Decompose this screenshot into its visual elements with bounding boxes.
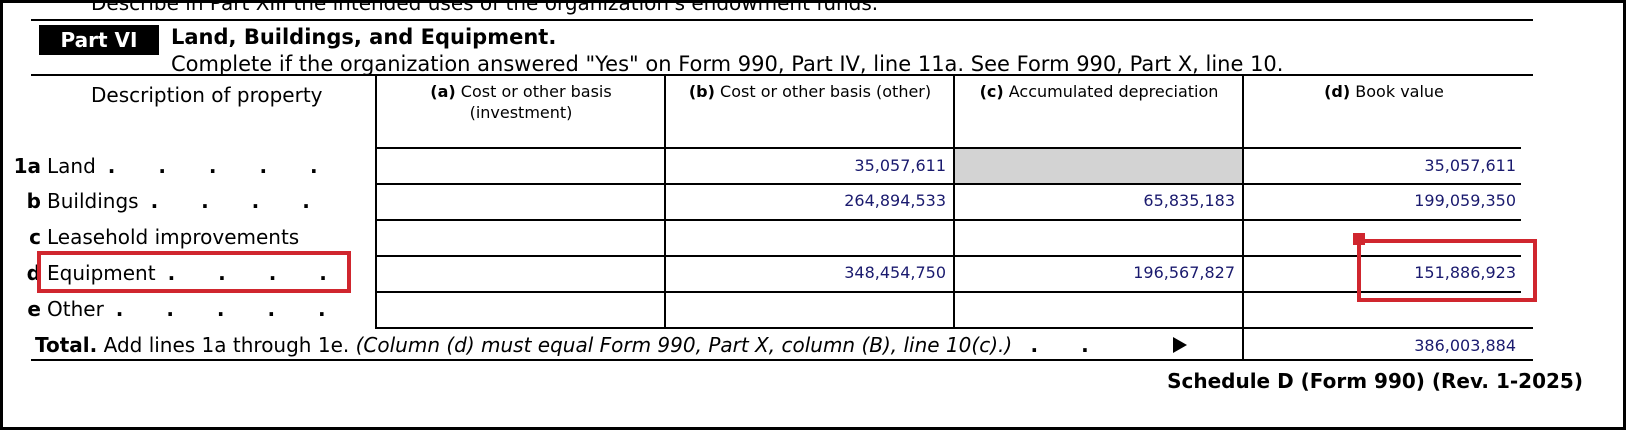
shaded-cell-land-depreciation [955, 149, 1242, 183]
header-col-a-letter: (a) [430, 82, 456, 101]
part-title: Land, Buildings, and Equipment. [171, 25, 557, 49]
row-label-equipment: d Equipment. . . . [3, 261, 345, 285]
header-col-a: (a) Cost or other basis (investment) [377, 81, 665, 123]
arrow-right-icon [1173, 337, 1187, 353]
col-divider-c [953, 75, 955, 329]
land-cost-other: 35,057,611 [854, 156, 946, 175]
row-line-c: c [29, 225, 41, 249]
header-description: Description of property [91, 83, 323, 107]
rule-row-2-top [375, 183, 1521, 185]
total-text: Add lines 1a through 1e. [103, 333, 350, 357]
part-badge: Part VI [39, 25, 159, 55]
rule-row-5-top [375, 291, 1521, 293]
total-label: Total. [35, 333, 98, 357]
row-label-other: e Other. . . . . [3, 297, 344, 321]
rule-top [31, 19, 1533, 21]
equipment-cost-other: 348,454,750 [844, 263, 946, 282]
header-col-c-text: Accumulated depreciation [1008, 82, 1219, 101]
row-label-land: 1a Land. . . . . [3, 154, 336, 178]
form-page: Describe in Part XIII the intended uses … [3, 3, 1623, 427]
row-line-d: d [26, 261, 41, 285]
row-line-e: e [27, 297, 41, 321]
previous-line-text: Describe in Part XIII the intended uses … [91, 3, 879, 15]
total-book-value: 386,003,884 [1414, 336, 1516, 355]
header-col-c: (c) Accumulated depreciation [955, 81, 1243, 102]
header-col-d: (d) Book value [1244, 81, 1524, 102]
rule-header [31, 74, 1533, 76]
col-divider-a [375, 75, 377, 329]
form-footer: Schedule D (Form 990) (Rev. 1-2025) [1167, 369, 1583, 393]
header-col-a-text: Cost or other basis [460, 82, 612, 101]
rule-row-1-top [375, 147, 1521, 149]
buildings-cost-other: 264,894,533 [844, 191, 946, 210]
header-col-d-text: Book value [1355, 82, 1444, 101]
total-row-label: Total. Add lines 1a through 1e. (Column … [35, 333, 1107, 357]
highlight-equipment-book-value [1357, 239, 1537, 302]
header-col-a-text2: (investment) [469, 103, 573, 122]
header-col-c-letter: (c) [979, 82, 1004, 101]
row-line-1a: 1a [13, 154, 41, 178]
equipment-book-value: 151,886,923 [1414, 263, 1516, 282]
equipment-accumulated-depreciation: 196,567,827 [1133, 263, 1235, 282]
col-divider-d [1242, 75, 1244, 361]
header-col-b: (b) Cost or other basis (other) [666, 81, 954, 102]
highlight-marker [1353, 233, 1365, 245]
rule-row-4-top [375, 255, 1521, 257]
part-subtitle: Complete if the organization answered "Y… [171, 52, 1284, 76]
buildings-book-value: 199,059,350 [1414, 191, 1516, 210]
row-label-buildings: b Buildings. . . . [3, 189, 328, 213]
header-col-d-letter: (d) [1324, 82, 1351, 101]
rule-row-5-bottom [375, 327, 1533, 329]
row-label-leasehold: c Leasehold improvements [3, 225, 299, 249]
total-dots: . . [1030, 333, 1107, 357]
header-col-b-letter: (b) [688, 82, 715, 101]
buildings-accumulated-depreciation: 65,835,183 [1143, 191, 1235, 210]
row-line-b: b [26, 189, 41, 213]
rule-row-3-top [375, 219, 1521, 221]
total-note: (Column (d) must equal Form 990, Part X,… [355, 333, 1013, 357]
highlight-equipment-label [37, 251, 351, 293]
rule-total-bottom [31, 359, 1533, 361]
land-book-value: 35,057,611 [1424, 156, 1516, 175]
col-divider-b [664, 75, 666, 329]
header-col-b-text: Cost or other basis (other) [720, 82, 932, 101]
